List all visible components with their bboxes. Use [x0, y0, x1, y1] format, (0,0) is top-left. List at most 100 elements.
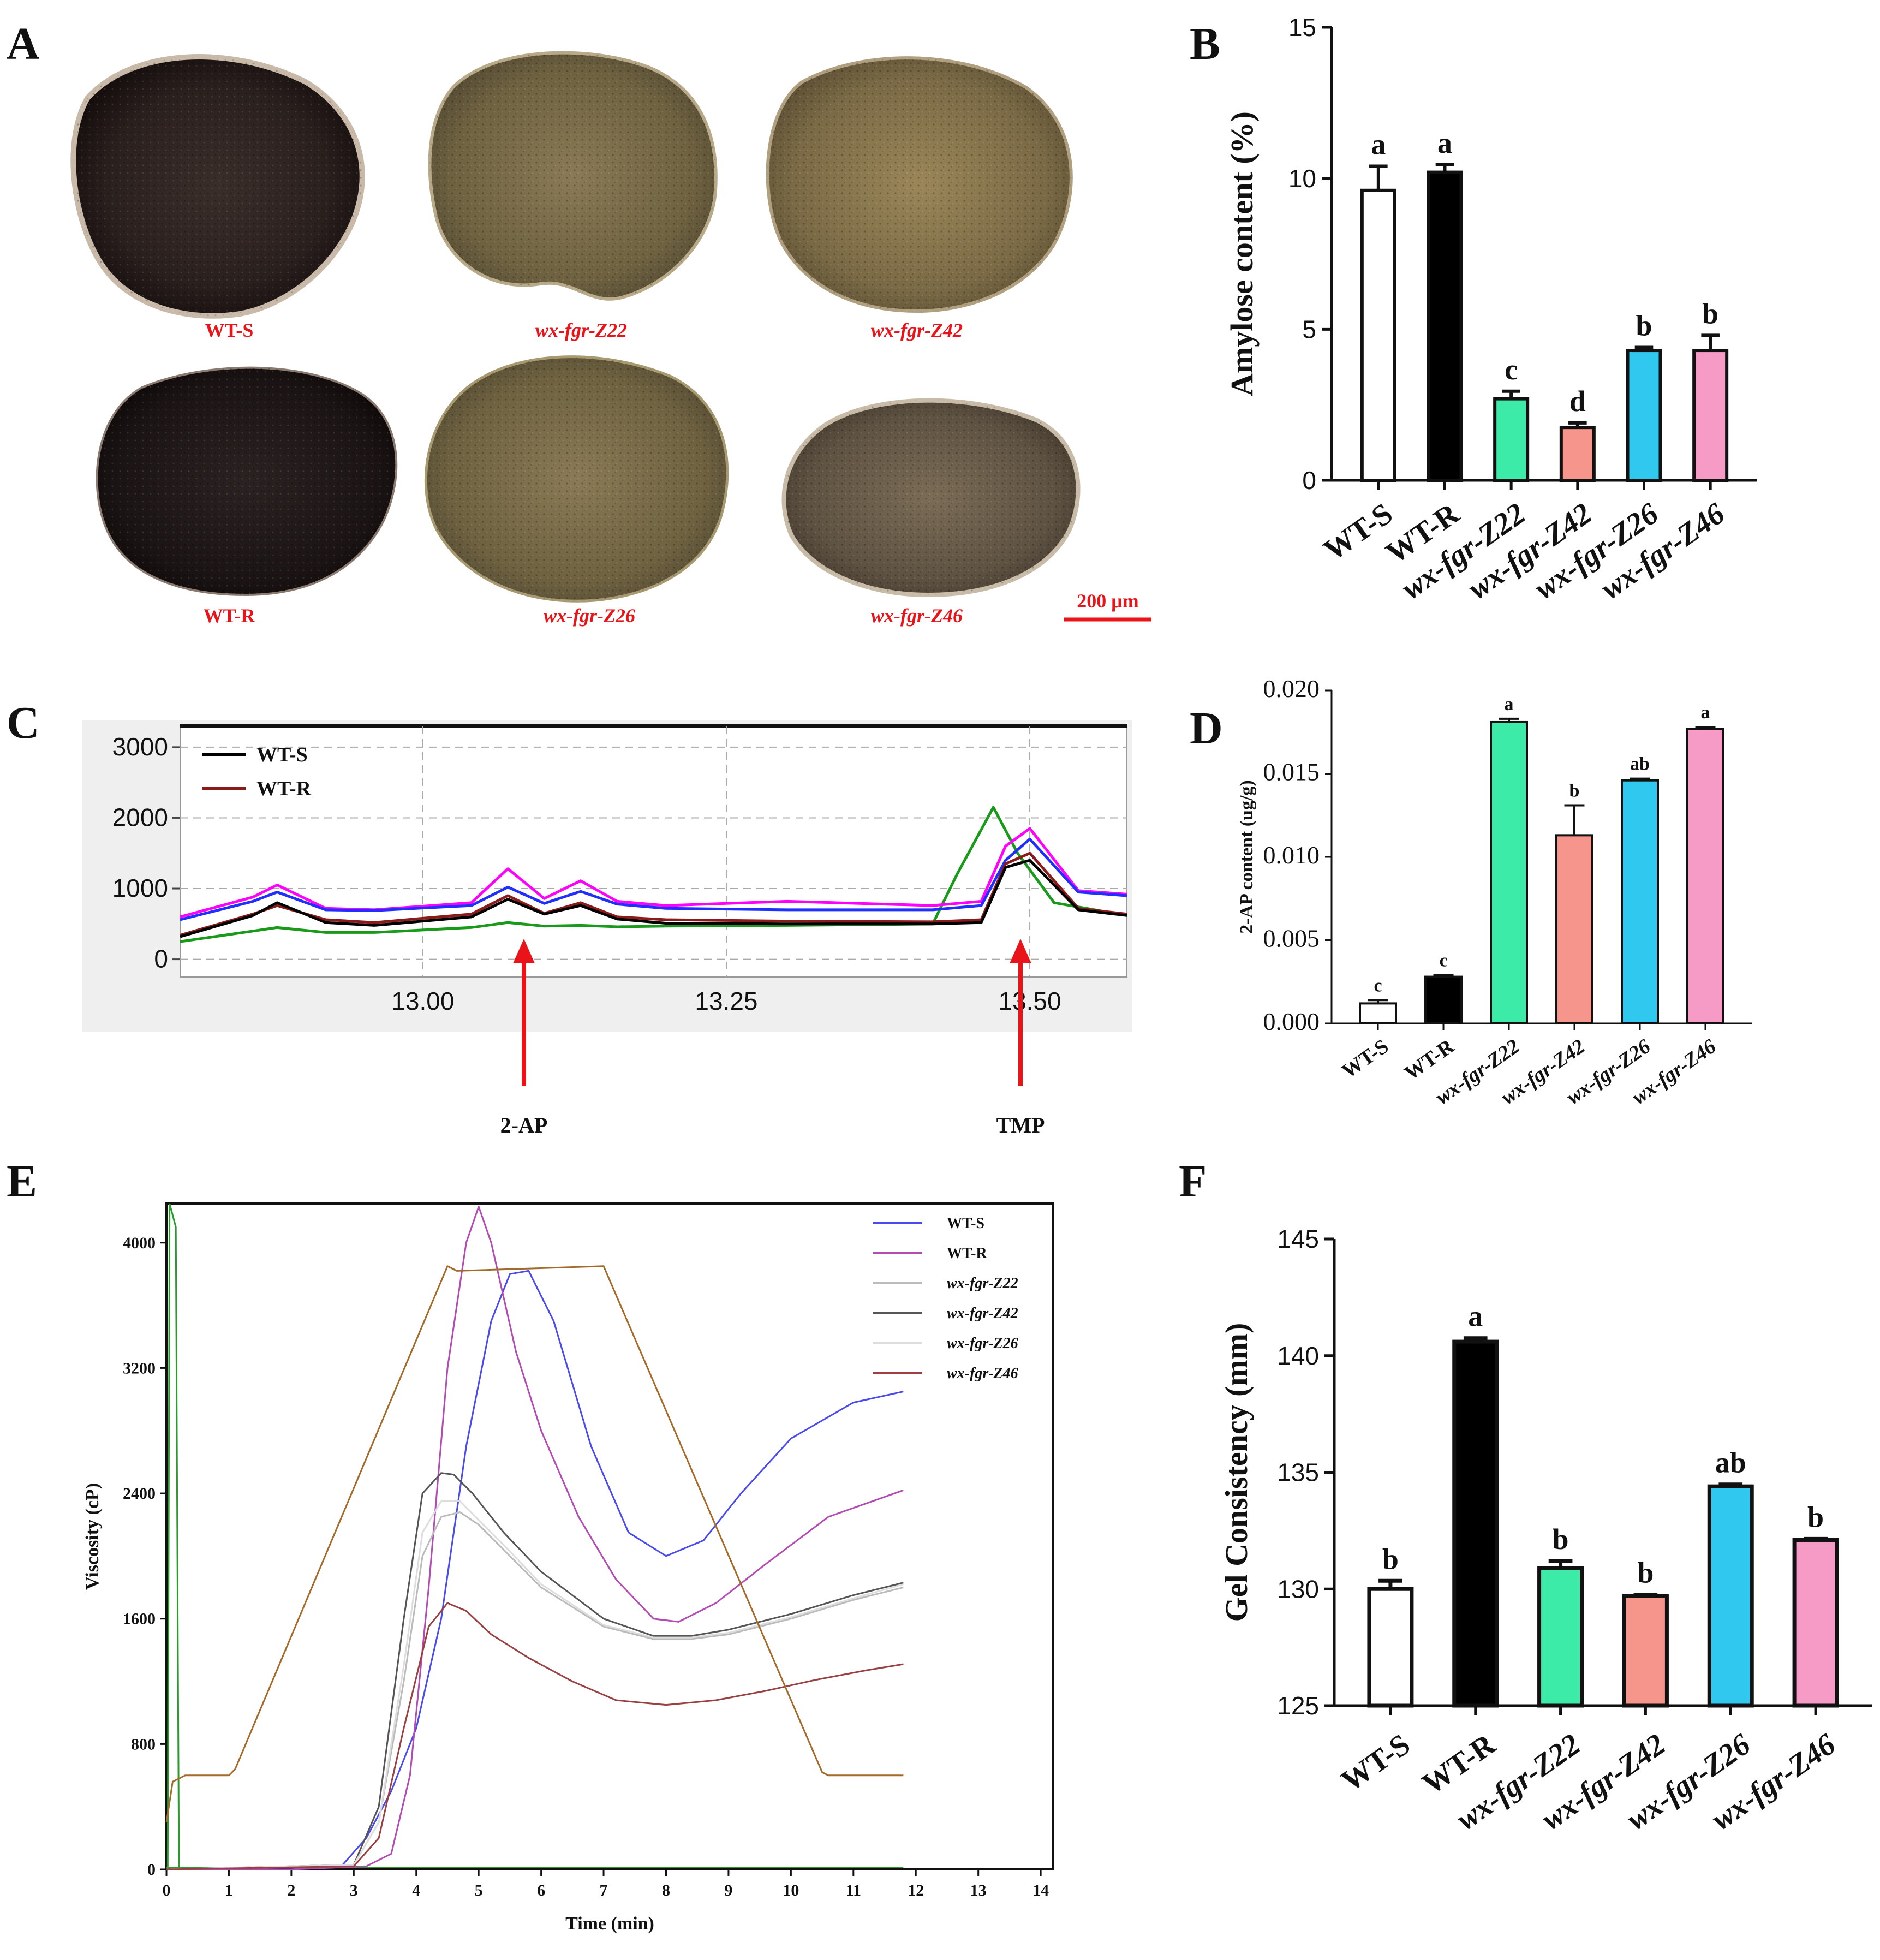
- legend-label-wt-r: WT-R: [256, 777, 312, 800]
- x-tick-label: 11: [846, 1881, 861, 1899]
- y-tick-label: 0.005: [1263, 924, 1320, 952]
- bar-wx-fgr-z22: [1493, 397, 1530, 482]
- x-tick-label: 13: [970, 1881, 987, 1899]
- significance-wx-fgr-z46: a: [1701, 702, 1710, 723]
- y-tick-label: 0: [147, 1861, 156, 1879]
- panel-a: WT-S wx-fgr-Z22 wx-fgr-Z42 WT-R wx-fgr-Z…: [70, 51, 1151, 627]
- bar-wx-fgr-z46: [1692, 349, 1729, 482]
- label-wx-fgr-z46: wx-fgr-Z46: [871, 605, 963, 627]
- bar-wx-fgr-z26: [1707, 1484, 1754, 1708]
- trace-wt-s: [180, 859, 1127, 938]
- bar-wx-fgr-z46: [1686, 728, 1724, 1024]
- legend-label-wx-fgr-z42: wx-fgr-Z42: [947, 1305, 1018, 1322]
- x-tick-label: 7: [600, 1881, 608, 1899]
- trace-series-blue: [180, 837, 1127, 921]
- curve-wx-fgr-z22: [166, 1511, 904, 1870]
- panel-letter-d: D: [1190, 703, 1223, 754]
- label-wx-fgr-z26: wx-fgr-Z26: [544, 605, 635, 627]
- label-wt-s: WT-S: [205, 319, 254, 341]
- y-tick-label: 125: [1277, 1691, 1319, 1720]
- significance-wx-fgr-z42: b: [1637, 1557, 1654, 1589]
- micrograph-wt-r: [96, 366, 398, 597]
- significance-wx-fgr-z22: b: [1553, 1523, 1569, 1556]
- bar-wx-fgr-z26: [1621, 779, 1659, 1024]
- chart-d: 0.000 0.005 0.010 0.015 0.020 2-AP content (u…: [1237, 675, 1752, 1109]
- y-tick-label: 10: [1288, 164, 1316, 193]
- category-label-wt-s: WT-S: [1335, 1727, 1417, 1798]
- micrograph-wx-fgr-z22: [428, 51, 718, 301]
- x-tick-label: 13.00: [391, 987, 454, 1015]
- x-tick-label: 0: [163, 1881, 171, 1899]
- y-tick-label: 135: [1277, 1458, 1319, 1487]
- significance-wt-s: b: [1382, 1542, 1399, 1575]
- significance-wx-fgr-z46: b: [1702, 297, 1718, 330]
- bar-wt-r: [1452, 1339, 1499, 1708]
- x-tick-label: 12: [908, 1881, 924, 1899]
- x-tick-label: 6: [537, 1881, 545, 1899]
- micrograph-wx-fgr-z42: [766, 56, 1073, 313]
- curve-wx-fgr-z26: [166, 1500, 904, 1870]
- legend-label-wt-s: WT-S: [256, 743, 308, 766]
- bar-wx-fgr-z42: [1555, 834, 1593, 1024]
- panel-letter-c: C: [7, 698, 40, 748]
- bar-wx-fgr-z42: [1559, 426, 1596, 482]
- y-tick-label: 0: [154, 945, 168, 973]
- y-tick-label: 0.020: [1263, 675, 1320, 702]
- y-tick-label: 0.015: [1263, 758, 1320, 785]
- panel-letter-e: E: [7, 1156, 37, 1207]
- y-axis-title: Gel Consistency (mm): [1219, 1323, 1254, 1622]
- y-tick-label: 140: [1277, 1342, 1319, 1370]
- y-tick-label: 2000: [112, 803, 168, 831]
- annotation-2-ap: 2-AP: [500, 1113, 548, 1137]
- label-wx-fgr-z22: wx-fgr-Z22: [535, 319, 627, 341]
- significance-wt-r: c: [1439, 951, 1447, 971]
- legend-label-wx-fgr-z46: wx-fgr-Z46: [947, 1365, 1018, 1382]
- label-wx-fgr-z42: wx-fgr-Z42: [871, 319, 963, 341]
- x-tick-label: 9: [724, 1881, 732, 1899]
- curve-wt-r: [166, 1206, 904, 1870]
- curve-wx-fgr-z46: [166, 1602, 904, 1870]
- y-tick-label: 1000: [112, 874, 168, 902]
- bar-wx-fgr-z26: [1626, 349, 1662, 482]
- y-tick-label: 2400: [123, 1485, 156, 1503]
- y-tick-label: 15: [1288, 13, 1316, 41]
- y-tick-label: 1600: [123, 1610, 156, 1628]
- legend-label-wx-fgr-z26: wx-fgr-Z26: [947, 1335, 1018, 1352]
- chart-c: 0 1000 2000 3000 13.00 13.25 13.50 WT-S WT-R 2-AP…: [82, 720, 1132, 1137]
- bar-wt-s: [1367, 1587, 1414, 1708]
- label-wt-r: WT-R: [204, 605, 256, 627]
- significance-wx-fgr-z22: a: [1505, 694, 1514, 714]
- significance-wx-fgr-z46: b: [1807, 1500, 1824, 1533]
- x-tick-label: 13.50: [998, 987, 1061, 1015]
- x-axis-title: Time (min): [565, 1914, 654, 1934]
- x-tick-label: 5: [475, 1881, 483, 1899]
- bar-wx-fgr-z22: [1490, 720, 1528, 1024]
- x-tick-label: 1: [225, 1881, 233, 1899]
- bar-wx-fgr-z22: [1537, 1566, 1584, 1708]
- y-tick-label: 5: [1302, 315, 1316, 343]
- curve-wx-fgr-z42: [166, 1472, 904, 1870]
- significance-wx-fgr-z22: c: [1505, 353, 1518, 386]
- bar-wt-r: [1424, 975, 1463, 1024]
- y-tick-label: 145: [1277, 1225, 1319, 1253]
- scale-bar-label: 200 μm: [1077, 590, 1138, 612]
- annotation-tmp: TMP: [996, 1113, 1045, 1137]
- bar-wt-r: [1427, 170, 1463, 482]
- x-tick-label: 3: [350, 1881, 358, 1899]
- y-tick-label: 0: [1302, 466, 1316, 495]
- panel-letter-b: B: [1190, 19, 1220, 69]
- y-tick-label: 3200: [123, 1359, 156, 1377]
- y-axis-title: Amylose content (%): [1224, 111, 1260, 396]
- significance-wx-fgr-z26: b: [1636, 309, 1652, 342]
- y-tick-label: 3000: [112, 732, 168, 761]
- significance-wt-r: a: [1437, 127, 1452, 159]
- bar-wt-s: [1359, 1002, 1397, 1025]
- arrowhead-2-ap: [513, 939, 535, 963]
- x-tick-label: 4: [412, 1881, 420, 1899]
- panel-letter-a: A: [7, 19, 40, 69]
- significance-wx-fgr-z26: ab: [1630, 754, 1650, 775]
- startup-spike: [166, 1203, 180, 1870]
